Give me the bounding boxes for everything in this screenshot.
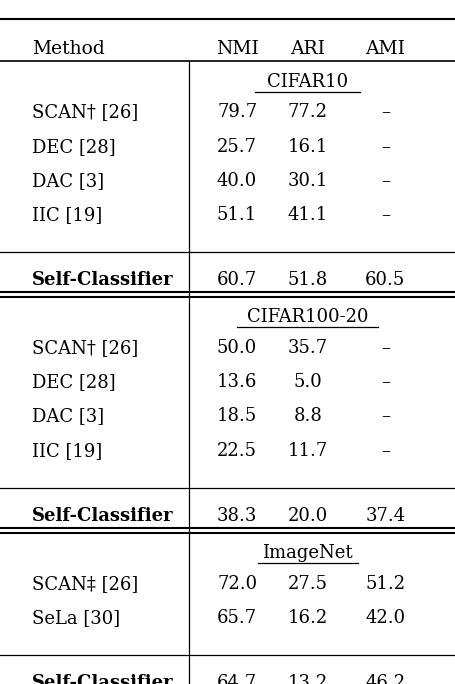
Text: DAC [3]: DAC [3] <box>32 408 104 425</box>
Text: 25.7: 25.7 <box>217 137 257 155</box>
Text: SCAN‡ [26]: SCAN‡ [26] <box>32 575 138 593</box>
Text: 77.2: 77.2 <box>287 103 327 121</box>
Text: IIC [19]: IIC [19] <box>32 206 102 224</box>
Text: 46.2: 46.2 <box>364 674 404 684</box>
Text: DEC [28]: DEC [28] <box>32 373 115 391</box>
Text: –: – <box>380 408 389 425</box>
Text: 22.5: 22.5 <box>217 442 257 460</box>
Text: 72.0: 72.0 <box>217 575 257 593</box>
Text: CIFAR10: CIFAR10 <box>267 73 348 90</box>
Text: CIFAR100-20: CIFAR100-20 <box>247 308 368 326</box>
Text: 20.0: 20.0 <box>287 507 327 525</box>
Text: 30.1: 30.1 <box>287 172 327 189</box>
Text: 64.7: 64.7 <box>217 674 257 684</box>
Text: DAC [3]: DAC [3] <box>32 172 104 189</box>
Text: 16.1: 16.1 <box>287 137 327 155</box>
Text: 51.2: 51.2 <box>364 575 404 593</box>
Text: –: – <box>380 137 389 155</box>
Text: NMI: NMI <box>215 40 258 58</box>
Text: 8.8: 8.8 <box>293 408 322 425</box>
Text: SCAN† [26]: SCAN† [26] <box>32 339 138 357</box>
Text: 35.7: 35.7 <box>287 339 327 357</box>
Text: –: – <box>380 339 389 357</box>
Text: –: – <box>380 103 389 121</box>
Text: 51.8: 51.8 <box>287 272 327 289</box>
Text: 18.5: 18.5 <box>217 408 257 425</box>
Text: 37.4: 37.4 <box>364 507 404 525</box>
Text: –: – <box>380 442 389 460</box>
Text: 60.7: 60.7 <box>217 272 257 289</box>
Text: IIC [19]: IIC [19] <box>32 442 102 460</box>
Text: –: – <box>380 373 389 391</box>
Text: 42.0: 42.0 <box>364 609 404 627</box>
Text: 11.7: 11.7 <box>287 442 327 460</box>
Text: ARI: ARI <box>290 40 324 58</box>
Text: 5.0: 5.0 <box>293 373 322 391</box>
Text: ImageNet: ImageNet <box>262 544 352 562</box>
Text: 27.5: 27.5 <box>287 575 327 593</box>
Text: 16.2: 16.2 <box>287 609 327 627</box>
Text: SCAN† [26]: SCAN† [26] <box>32 103 138 121</box>
Text: 41.1: 41.1 <box>287 206 327 224</box>
Text: 38.3: 38.3 <box>217 507 257 525</box>
Text: Method: Method <box>32 40 105 58</box>
Text: 13.2: 13.2 <box>287 674 327 684</box>
Text: DEC [28]: DEC [28] <box>32 137 115 155</box>
Text: 50.0: 50.0 <box>217 339 257 357</box>
Text: Self-Classifier: Self-Classifier <box>32 272 173 289</box>
Text: –: – <box>380 172 389 189</box>
Text: Self-Classifier: Self-Classifier <box>32 674 173 684</box>
Text: 40.0: 40.0 <box>217 172 257 189</box>
Text: 79.7: 79.7 <box>217 103 257 121</box>
Text: 51.1: 51.1 <box>217 206 257 224</box>
Text: SeLa [30]: SeLa [30] <box>32 609 120 627</box>
Text: –: – <box>380 206 389 224</box>
Text: Self-Classifier: Self-Classifier <box>32 507 173 525</box>
Text: 65.7: 65.7 <box>217 609 257 627</box>
Text: 13.6: 13.6 <box>217 373 257 391</box>
Text: AMI: AMI <box>364 40 404 58</box>
Text: 60.5: 60.5 <box>364 272 404 289</box>
